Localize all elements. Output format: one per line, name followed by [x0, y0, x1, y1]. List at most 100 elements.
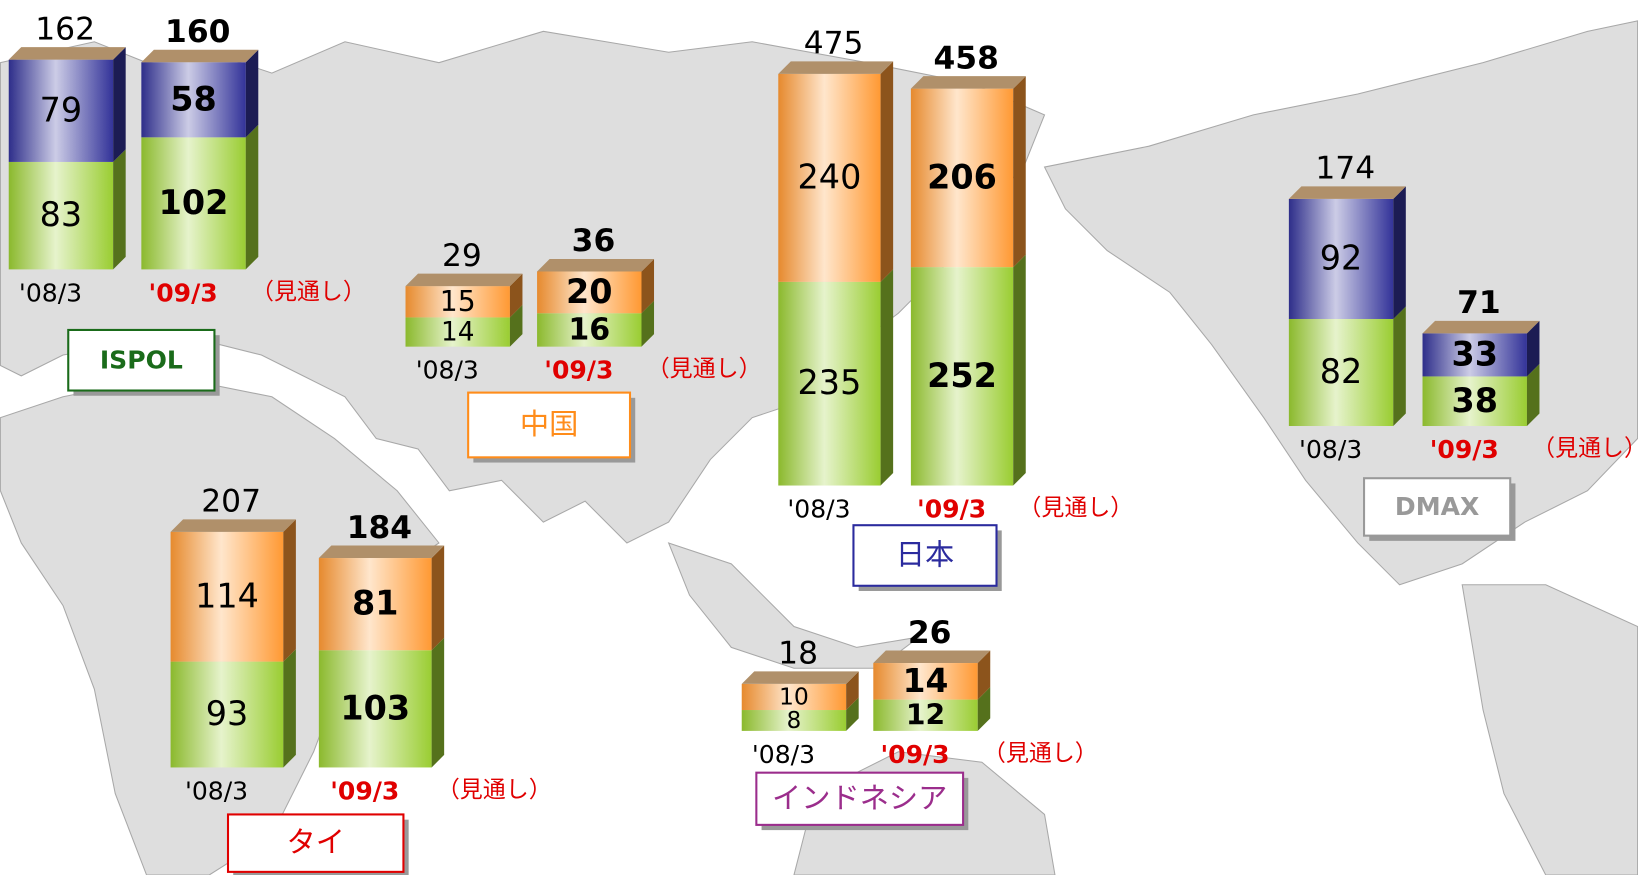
segment-label: 93: [206, 694, 249, 733]
bar-top: [1422, 320, 1540, 334]
segment-label: 14: [903, 661, 949, 700]
bar-segment: [170, 531, 284, 662]
bar-side: [1393, 306, 1406, 427]
segment-label: 92: [1320, 238, 1363, 277]
segment-label: 252: [927, 356, 997, 395]
total-label: 475: [804, 26, 864, 62]
bar-segment: [910, 267, 1014, 486]
category-label: '09/3: [149, 278, 218, 307]
bar-side: [509, 273, 523, 318]
category-label: '08/3: [19, 278, 82, 307]
bar-segment: [537, 271, 642, 314]
title-box: [226, 813, 405, 873]
segment-label: 20: [566, 272, 612, 311]
total-label: 162: [35, 11, 95, 47]
bar-top: [405, 273, 523, 287]
total-label: 71: [1457, 285, 1501, 321]
bar-top: [1288, 186, 1406, 199]
bar-side: [1013, 254, 1026, 486]
title-box: [467, 391, 632, 459]
total-label: 29: [442, 238, 482, 274]
bar-segment: [141, 137, 246, 270]
category-label: '09/3: [544, 356, 613, 385]
bar-side: [846, 697, 859, 731]
segment-label: 102: [159, 183, 229, 222]
segment-label: 82: [1320, 352, 1363, 391]
bar-segment: [170, 661, 284, 768]
segment-label: 10: [779, 683, 809, 711]
bar-side: [641, 300, 655, 347]
title-box: [1363, 477, 1512, 537]
bar-top: [170, 519, 296, 532]
bar-top: [318, 545, 445, 559]
bar-segment: [778, 73, 881, 282]
annotation: （見通し）: [983, 740, 1098, 766]
bar-side: [245, 49, 259, 138]
segment-label: 103: [340, 688, 410, 727]
bar-segment: [910, 88, 1014, 268]
segment-label: 114: [195, 576, 259, 615]
bar-side: [1526, 320, 1540, 377]
bar-side: [509, 304, 523, 347]
bar-top: [741, 671, 859, 684]
bar-segment: [405, 286, 510, 318]
region-title: タイ: [286, 825, 344, 859]
bar-top: [778, 61, 894, 74]
bar-segment: [873, 663, 978, 700]
bar-top: [141, 49, 259, 63]
segment-label: 58: [170, 79, 217, 118]
bar-side: [1393, 186, 1406, 319]
category-label: '09/3: [917, 495, 986, 524]
total-label: 160: [165, 14, 230, 50]
segment-label: 8: [787, 708, 802, 734]
bar-side: [641, 258, 655, 314]
bar-side: [431, 637, 445, 768]
annotation: （見通し）: [437, 777, 552, 803]
bar-segment: [1422, 376, 1527, 427]
segment-label: 16: [568, 312, 610, 347]
category-label: '09/3: [881, 740, 950, 769]
bar-segment: [8, 161, 114, 270]
category-label: '08/3: [752, 740, 815, 769]
region-title: ISPOL: [100, 345, 183, 374]
bar-segment: [741, 710, 847, 731]
bar-segment: [141, 62, 246, 138]
total-label: 174: [1315, 151, 1375, 187]
category-label: '08/3: [416, 356, 479, 385]
region-title: インドネシア: [772, 781, 947, 815]
bar-side: [880, 61, 894, 282]
bar-segment: [1288, 198, 1394, 319]
total-label: 184: [347, 510, 412, 546]
total-label: 36: [572, 223, 616, 259]
bar-side: [245, 124, 259, 270]
region-title: 中国: [520, 407, 578, 441]
bar-side: [846, 671, 859, 711]
bar-side: [113, 47, 126, 162]
bar-segment: [405, 317, 510, 347]
segment-label: 206: [927, 157, 997, 196]
segment-label: 12: [906, 698, 945, 731]
bar-side: [113, 149, 126, 270]
annotation: （見通し）: [251, 279, 366, 305]
bar-segment: [1288, 318, 1394, 427]
bar-segment: [1422, 333, 1527, 377]
bar-side: [1013, 76, 1026, 268]
title-box: [755, 771, 965, 826]
bar-side: [1526, 363, 1540, 427]
bar-top: [8, 47, 126, 60]
annotation: （見通し）: [1532, 435, 1638, 461]
bar-segment: [8, 59, 114, 162]
bar-side: [283, 649, 296, 768]
region-title: 日本: [896, 538, 954, 572]
total-label: 458: [934, 40, 999, 76]
bar-top: [910, 76, 1026, 89]
bar-segment: [318, 650, 432, 768]
segment-label: 33: [1451, 334, 1498, 373]
annotation: （見通し）: [1018, 495, 1133, 521]
annotation: （見通し）: [647, 356, 762, 382]
segment-label: 240: [798, 157, 862, 196]
bar-segment: [318, 558, 432, 651]
bar-side: [283, 519, 296, 662]
total-label: 207: [201, 484, 261, 520]
category-label: '09/3: [330, 777, 399, 806]
